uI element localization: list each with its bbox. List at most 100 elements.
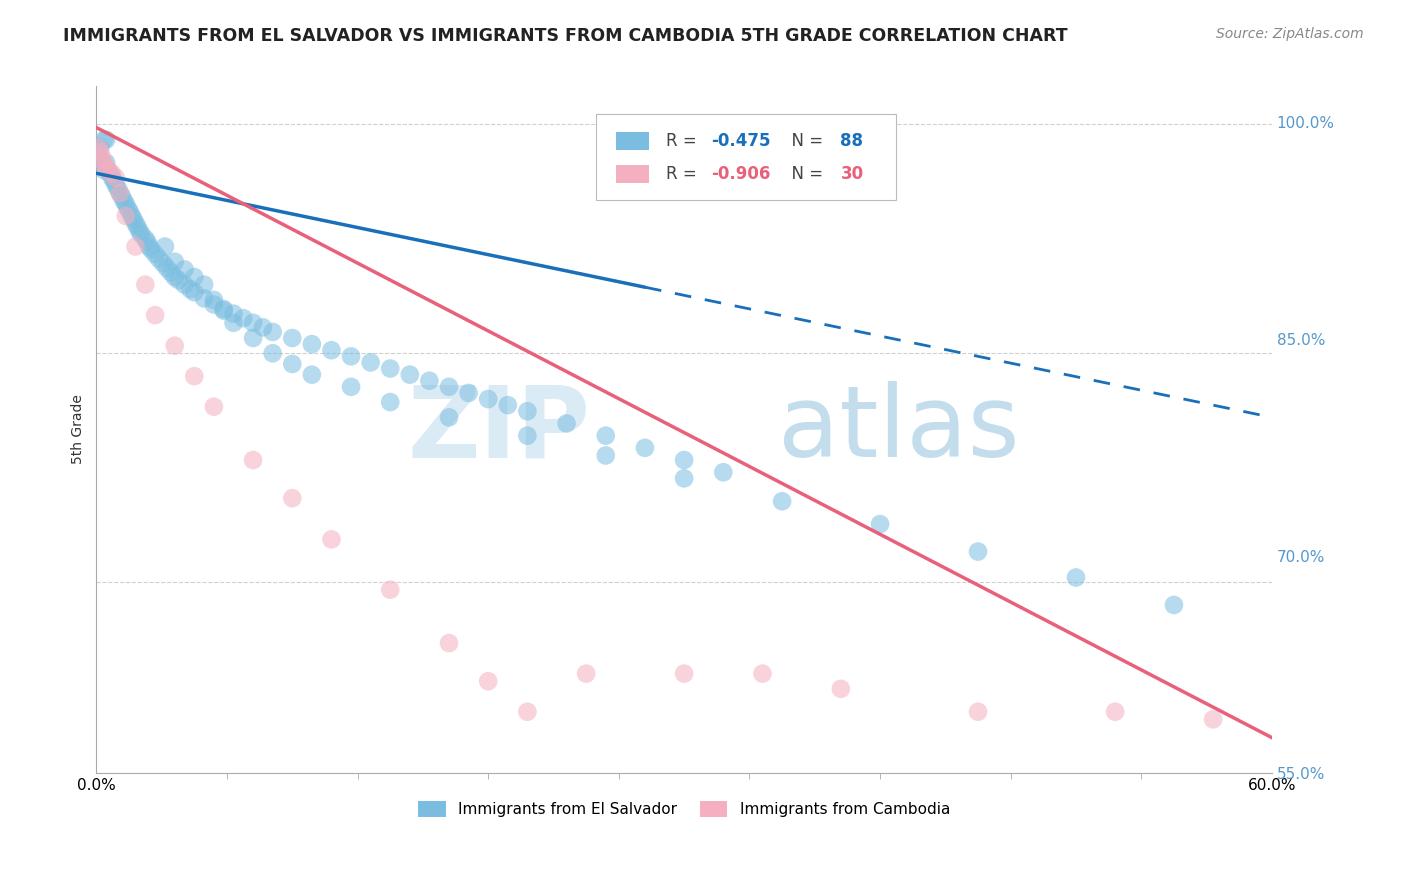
Point bbox=[595, 428, 617, 442]
Text: N =: N = bbox=[780, 132, 828, 150]
Point bbox=[159, 265, 181, 279]
Point bbox=[89, 145, 111, 159]
Point bbox=[128, 224, 150, 238]
Point bbox=[97, 163, 120, 178]
Point bbox=[143, 247, 166, 261]
Point bbox=[281, 491, 304, 506]
Point bbox=[360, 355, 382, 369]
Point bbox=[281, 331, 304, 345]
Point bbox=[202, 293, 225, 307]
Text: IMMIGRANTS FROM EL SALVADOR VS IMMIGRANTS FROM CAMBODIA 5TH GRADE CORRELATION CH: IMMIGRANTS FROM EL SALVADOR VS IMMIGRANT… bbox=[63, 27, 1069, 45]
Point bbox=[87, 148, 110, 162]
Point bbox=[418, 374, 440, 388]
Text: R =: R = bbox=[666, 165, 703, 183]
Point bbox=[163, 339, 186, 353]
Point bbox=[91, 155, 114, 169]
Point bbox=[477, 392, 499, 406]
Point bbox=[111, 189, 134, 203]
Point bbox=[595, 449, 617, 463]
Point bbox=[321, 533, 343, 547]
Point bbox=[437, 380, 460, 394]
Point bbox=[112, 194, 135, 208]
FancyBboxPatch shape bbox=[596, 114, 896, 200]
Point bbox=[98, 166, 121, 180]
Point bbox=[167, 273, 190, 287]
Point bbox=[93, 155, 115, 169]
Point bbox=[118, 204, 141, 219]
Text: -0.906: -0.906 bbox=[711, 165, 770, 183]
Point bbox=[301, 368, 323, 382]
Point bbox=[242, 453, 264, 467]
Text: Source: ZipAtlas.com: Source: ZipAtlas.com bbox=[1216, 27, 1364, 41]
Point bbox=[156, 260, 179, 275]
Point bbox=[398, 368, 420, 382]
Point bbox=[103, 174, 125, 188]
Text: N =: N = bbox=[780, 165, 828, 183]
Point bbox=[516, 428, 538, 442]
Point bbox=[193, 292, 215, 306]
FancyBboxPatch shape bbox=[616, 165, 648, 183]
Point bbox=[193, 277, 215, 292]
Point bbox=[516, 404, 538, 418]
Point bbox=[94, 160, 117, 174]
Point bbox=[673, 453, 696, 467]
Point bbox=[340, 349, 363, 363]
Text: ZIP: ZIP bbox=[408, 381, 591, 478]
Point bbox=[136, 235, 159, 249]
Text: -0.475: -0.475 bbox=[711, 132, 770, 150]
Point bbox=[134, 277, 156, 292]
Point bbox=[94, 133, 117, 147]
Point bbox=[121, 209, 143, 223]
Point bbox=[830, 681, 852, 696]
Point bbox=[179, 282, 201, 296]
Point bbox=[202, 400, 225, 414]
Point bbox=[124, 239, 146, 253]
FancyBboxPatch shape bbox=[616, 132, 648, 150]
Point bbox=[380, 361, 402, 376]
Point bbox=[1104, 705, 1126, 719]
Point bbox=[1202, 712, 1225, 726]
Point bbox=[673, 666, 696, 681]
Point bbox=[634, 441, 657, 455]
Point bbox=[1064, 570, 1087, 584]
Point bbox=[173, 277, 195, 292]
Point bbox=[108, 186, 131, 201]
Point bbox=[108, 186, 131, 201]
Point bbox=[967, 705, 990, 719]
Point bbox=[104, 170, 127, 185]
Point bbox=[222, 307, 245, 321]
Point bbox=[457, 386, 479, 401]
Point bbox=[107, 181, 129, 195]
Point bbox=[751, 666, 773, 681]
Point bbox=[262, 325, 284, 339]
Point bbox=[163, 270, 186, 285]
Point bbox=[212, 301, 235, 316]
Point bbox=[242, 331, 264, 345]
Point bbox=[262, 346, 284, 360]
Point bbox=[770, 494, 793, 508]
Y-axis label: 5th Grade: 5th Grade bbox=[72, 394, 86, 465]
Point bbox=[242, 316, 264, 330]
Point bbox=[183, 285, 205, 300]
Point bbox=[127, 219, 149, 234]
Point bbox=[94, 155, 117, 169]
Point bbox=[131, 227, 153, 242]
Point bbox=[202, 297, 225, 311]
Point bbox=[114, 209, 136, 223]
Point bbox=[134, 232, 156, 246]
Point bbox=[437, 636, 460, 650]
Point bbox=[711, 465, 734, 479]
Point bbox=[222, 316, 245, 330]
Point bbox=[101, 170, 124, 185]
Point bbox=[141, 243, 163, 257]
Point bbox=[212, 303, 235, 318]
Point bbox=[173, 262, 195, 277]
Point bbox=[152, 256, 174, 270]
Point bbox=[477, 674, 499, 689]
Point bbox=[163, 254, 186, 268]
Point bbox=[89, 140, 111, 154]
Text: R =: R = bbox=[666, 132, 703, 150]
Point bbox=[183, 369, 205, 384]
Point bbox=[148, 252, 170, 266]
Point bbox=[380, 582, 402, 597]
